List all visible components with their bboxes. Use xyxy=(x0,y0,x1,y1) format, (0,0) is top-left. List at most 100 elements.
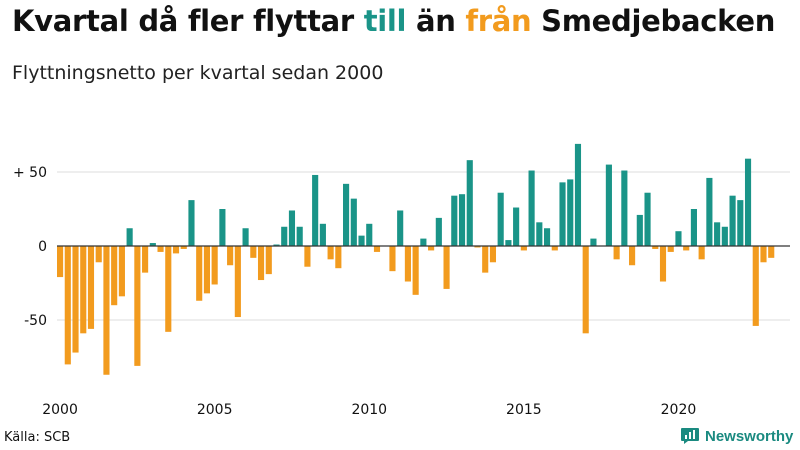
bar-2009-q2 xyxy=(343,183,350,246)
bar-2003-q4 xyxy=(172,246,180,254)
bar-2011-q1 xyxy=(397,210,404,246)
bar-2022-q4 xyxy=(760,246,767,263)
y-tick-label: 0 xyxy=(38,239,47,255)
chart-subtitle: Flyttningsnetto per kvartal sedan 2000 xyxy=(12,62,384,84)
bar-2006-q1 xyxy=(242,228,249,246)
bar-2014-q3 xyxy=(505,240,512,246)
bar-2000-q4 xyxy=(80,246,87,334)
x-tick-label: 2020 xyxy=(661,402,697,418)
bar-2013-q3 xyxy=(474,246,481,248)
bar-2016-q1 xyxy=(551,246,558,251)
bar-2015-q3 xyxy=(536,222,543,246)
bar-2013-q4 xyxy=(482,246,489,273)
source-note: Källa: SCB xyxy=(4,430,71,445)
bar-2020-q4 xyxy=(698,246,705,260)
x-tick-label: 2010 xyxy=(351,402,387,418)
bar-2004-q3 xyxy=(196,246,203,301)
bar-2015-q2 xyxy=(528,170,535,246)
bar-2011-q2 xyxy=(404,246,411,282)
bar-2015-q1 xyxy=(520,246,527,251)
bar-2020-q1 xyxy=(675,231,682,246)
bar-2016-q2 xyxy=(559,182,566,246)
bar-2003-q3 xyxy=(165,246,172,332)
bar-2008-q4 xyxy=(327,246,334,260)
bar-2019-q4 xyxy=(667,246,674,252)
bar-2015-q4 xyxy=(543,228,551,246)
bar-2022-q1 xyxy=(737,200,744,246)
bar-2003-q2 xyxy=(157,246,164,252)
bar-2006-q4 xyxy=(265,246,272,275)
x-tick-label: 2000 xyxy=(42,402,78,418)
bar-2012-q3 xyxy=(443,246,450,289)
bar-2008-q1 xyxy=(304,246,311,267)
bar-2000-q3 xyxy=(72,246,79,353)
title-part-4: Smedjebacken xyxy=(531,4,776,38)
bar-2018-q1 xyxy=(613,246,620,260)
bar-2017-q4 xyxy=(605,164,612,246)
bar-2000-q2 xyxy=(64,246,71,365)
bar-2008-q3 xyxy=(319,223,326,246)
bar-2022-q3 xyxy=(752,246,759,326)
bar-2007-q2 xyxy=(281,226,288,246)
bar-2023-q1 xyxy=(768,246,775,258)
bar-2012-q4 xyxy=(451,195,458,246)
bar-2005-q3 xyxy=(227,246,234,266)
bar-2022-q2 xyxy=(744,158,752,246)
x-tick-label: 2005 xyxy=(197,402,233,418)
bar-2001-q3 xyxy=(103,246,110,375)
bar-2014-q1 xyxy=(489,246,497,263)
brand-name: Newsworthy xyxy=(705,427,794,445)
bar-2005-q1 xyxy=(211,246,218,285)
bar-2010-q2 xyxy=(373,246,381,252)
title-part-0: Kvartal då fler flyttar xyxy=(12,4,364,38)
bar-2002-q1 xyxy=(118,246,125,297)
bar-2011-q4 xyxy=(420,238,427,246)
bar-2009-q3 xyxy=(350,198,357,246)
bar-2004-q4 xyxy=(203,246,210,294)
bar-2018-q3 xyxy=(629,246,636,266)
bar-2010-q1 xyxy=(366,223,373,246)
bar-2004-q2 xyxy=(188,200,195,246)
bar-2020-q2 xyxy=(683,246,690,251)
title-part-1: till xyxy=(363,4,407,38)
bar-2012-q2 xyxy=(435,217,442,246)
bar-2004-q1 xyxy=(180,246,187,249)
bar-2001-q2 xyxy=(95,246,102,263)
bar-2001-q1 xyxy=(87,246,95,329)
bar-2018-q4 xyxy=(636,214,643,246)
title-part-3: från xyxy=(465,4,532,38)
bar-2019-q1 xyxy=(644,192,651,246)
bar-2021-q2 xyxy=(714,222,721,246)
bar-2012-q1 xyxy=(428,246,435,251)
bar-2009-q1 xyxy=(335,246,342,269)
chart-title: Kvartal då fler flyttar till än från Sme… xyxy=(12,4,775,38)
bar-2008-q2 xyxy=(312,174,319,246)
bar-2021-q4 xyxy=(729,195,736,246)
bar-2019-q2 xyxy=(652,246,659,249)
bar-2013-q2 xyxy=(466,160,473,246)
bar-2002-q3 xyxy=(134,246,141,366)
bar-2014-q2 xyxy=(497,192,504,246)
bar-2005-q4 xyxy=(234,246,241,318)
bar-2005-q2 xyxy=(219,209,226,246)
bar-2007-q3 xyxy=(288,210,296,246)
bar-2013-q1 xyxy=(458,194,466,246)
bar-2006-q3 xyxy=(257,246,265,281)
bar-2011-q3 xyxy=(412,246,419,295)
bar-2006-q2 xyxy=(250,246,257,258)
bar-2002-q2 xyxy=(126,228,133,246)
bar-2016-q3 xyxy=(567,179,574,246)
bar-2020-q3 xyxy=(690,209,697,246)
bar-2018-q2 xyxy=(621,170,628,246)
x-tick-label: 2015 xyxy=(506,402,542,418)
bar-2000-q1 xyxy=(57,246,64,278)
bar-2016-q4 xyxy=(574,143,582,246)
bar-2021-q3 xyxy=(721,226,728,246)
bar-2009-q4 xyxy=(358,235,365,246)
bar-2017-q2 xyxy=(590,238,597,246)
bar-2010-q4 xyxy=(389,246,396,272)
bar-2014-q4 xyxy=(513,207,520,246)
y-tick-label: + 50 xyxy=(13,165,47,181)
bar-2007-q4 xyxy=(296,226,303,246)
